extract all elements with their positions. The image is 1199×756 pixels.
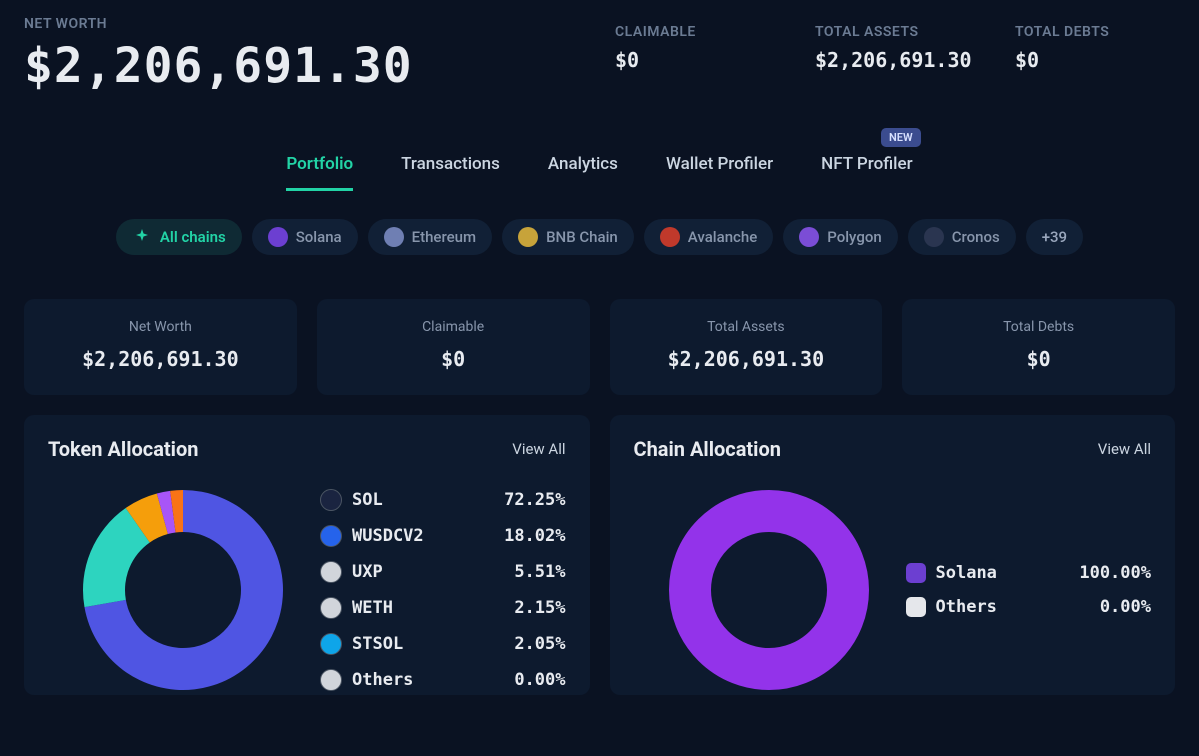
chain-pill-all-chains[interactable]: All chains: [116, 219, 242, 255]
legend-row-others[interactable]: Others 0.00%: [906, 597, 1152, 617]
chain-icon: [518, 227, 538, 247]
stat-label: TOTAL ASSETS: [815, 24, 975, 40]
legend-name: Others: [936, 597, 1058, 617]
card-value: $2,206,691.30: [626, 347, 867, 371]
legend-row-stsol[interactable]: STSOL 2.05%: [320, 633, 566, 655]
panel-title: Chain Allocation: [634, 437, 781, 461]
token-icon: [320, 525, 342, 547]
legend-name: WETH: [352, 598, 472, 618]
net-worth-block: NET WORTH $2,206,691.30: [24, 16, 575, 94]
chain-allocation-legend: Solana 100.00% Others 0.00%: [906, 563, 1152, 617]
chain-pill-polygon[interactable]: Polygon: [783, 219, 897, 255]
chain-pill-bnb-chain[interactable]: BNB Chain: [502, 219, 634, 255]
legend-percent: 5.51%: [482, 562, 566, 582]
chain-icon: [924, 227, 944, 247]
legend-row-others[interactable]: Others 0.00%: [320, 669, 566, 691]
chain-label: Polygon: [827, 228, 881, 246]
legend-percent: 72.25%: [482, 490, 566, 510]
net-worth-value: $2,206,691.30: [24, 38, 575, 94]
legend-row-wusdcv2[interactable]: WUSDCV2 18.02%: [320, 525, 566, 547]
token-icon: [320, 561, 342, 583]
stat-total-debts: TOTAL DEBTS $0: [1015, 16, 1175, 72]
legend-row-solana[interactable]: Solana 100.00%: [906, 563, 1152, 583]
view-all-link[interactable]: View All: [1098, 440, 1151, 458]
chain-label: Solana: [296, 228, 342, 246]
legend-name: STSOL: [352, 634, 472, 654]
chain-label: BNB Chain: [546, 228, 618, 246]
card-label: Claimable: [333, 319, 574, 335]
legend-percent: 0.00%: [1067, 597, 1151, 617]
tab-nft-profiler[interactable]: NFT ProfilerNEW: [821, 154, 912, 191]
chain-allocation-panel: Chain Allocation View All Solana 100.00% O…: [610, 415, 1176, 695]
chain-pill-solana[interactable]: Solana: [252, 219, 358, 255]
card-label: Net Worth: [40, 319, 281, 335]
view-all-link[interactable]: View All: [512, 440, 565, 458]
card-label: Total Assets: [626, 319, 867, 335]
legend-swatch: [906, 597, 926, 617]
token-icon: [320, 669, 342, 691]
stat-claimable: CLAIMABLE $0: [615, 16, 775, 72]
allocation-panels: Token Allocation View All SOL 72.25% WUSDC…: [0, 395, 1199, 695]
chain-pill-cronos[interactable]: Cronos: [908, 219, 1016, 255]
legend-row-uxp[interactable]: UXP 5.51%: [320, 561, 566, 583]
tab-transactions[interactable]: Transactions: [401, 154, 500, 191]
tabs: Portfolio Transactions Analytics Wallet Pro…: [0, 154, 1199, 191]
tab-analytics[interactable]: Analytics: [548, 154, 618, 191]
chain-icon: [268, 227, 288, 247]
net-worth-label: NET WORTH: [24, 16, 575, 32]
stat-value: $2,206,691.30: [815, 48, 975, 72]
legend-percent: 2.15%: [482, 598, 566, 618]
chain-label: Avalanche: [688, 228, 757, 246]
token-icon: [320, 489, 342, 511]
legend-name: WUSDCV2: [352, 526, 472, 546]
tab-portfolio[interactable]: Portfolio: [286, 154, 353, 191]
chain-label: All chains: [160, 228, 226, 246]
panel-title: Token Allocation: [48, 437, 198, 461]
chain-icon: [799, 227, 819, 247]
chain-pill-ethereum[interactable]: Ethereum: [368, 219, 492, 255]
legend-percent: 100.00%: [1067, 563, 1151, 583]
legend-name: Others: [352, 670, 472, 690]
token-allocation-donut: [78, 485, 288, 695]
tab-wallet-profiler[interactable]: Wallet Profiler: [666, 154, 773, 191]
legend-name: SOL: [352, 490, 472, 510]
chain-pill-more[interactable]: +39: [1026, 219, 1083, 255]
token-allocation-legend: SOL 72.25% WUSDCV2 18.02% UXP 5.51% WETH 2.15% S…: [320, 489, 566, 691]
token-icon: [320, 597, 342, 619]
summary-card-claimable: Claimable $0: [317, 299, 590, 395]
summary-card-total-debts: Total Debts $0: [902, 299, 1175, 395]
token-allocation-panel: Token Allocation View All SOL 72.25% WUSDC…: [24, 415, 590, 695]
card-label: Total Debts: [918, 319, 1159, 335]
chain-filter-row: All chains Solana Ethereum BNB Chain Avalanc…: [0, 219, 1199, 255]
stat-value: $0: [615, 48, 775, 72]
stat-label: TOTAL DEBTS: [1015, 24, 1175, 40]
legend-row-sol[interactable]: SOL 72.25%: [320, 489, 566, 511]
header: NET WORTH $2,206,691.30 CLAIMABLE $0 TOT…: [0, 0, 1199, 94]
legend-swatch: [906, 563, 926, 583]
summary-cards: Net Worth $2,206,691.30 Claimable $0 Total A…: [0, 255, 1199, 395]
chain-label: Ethereum: [412, 228, 476, 246]
legend-row-weth[interactable]: WETH 2.15%: [320, 597, 566, 619]
card-value: $2,206,691.30: [40, 347, 281, 371]
chain-label: Cronos: [952, 228, 1000, 246]
stat-total-assets: TOTAL ASSETS $2,206,691.30: [815, 16, 975, 72]
chain-icon: [660, 227, 680, 247]
summary-card-net-worth: Net Worth $2,206,691.30: [24, 299, 297, 395]
legend-percent: 0.00%: [482, 670, 566, 690]
chain-allocation-donut: [664, 485, 874, 695]
legend-name: Solana: [936, 563, 1058, 583]
summary-card-total-assets: Total Assets $2,206,691.30: [610, 299, 883, 395]
chain-icon: [384, 227, 404, 247]
token-icon: [320, 633, 342, 655]
legend-name: UXP: [352, 562, 472, 582]
card-value: $0: [333, 347, 574, 371]
stat-value: $0: [1015, 48, 1175, 72]
card-value: $0: [918, 347, 1159, 371]
new-badge: NEW: [881, 128, 921, 147]
sparkle-icon: [132, 227, 152, 247]
stat-label: CLAIMABLE: [615, 24, 775, 40]
chain-pill-avalanche[interactable]: Avalanche: [644, 219, 773, 255]
legend-percent: 2.05%: [482, 634, 566, 654]
legend-percent: 18.02%: [482, 526, 566, 546]
